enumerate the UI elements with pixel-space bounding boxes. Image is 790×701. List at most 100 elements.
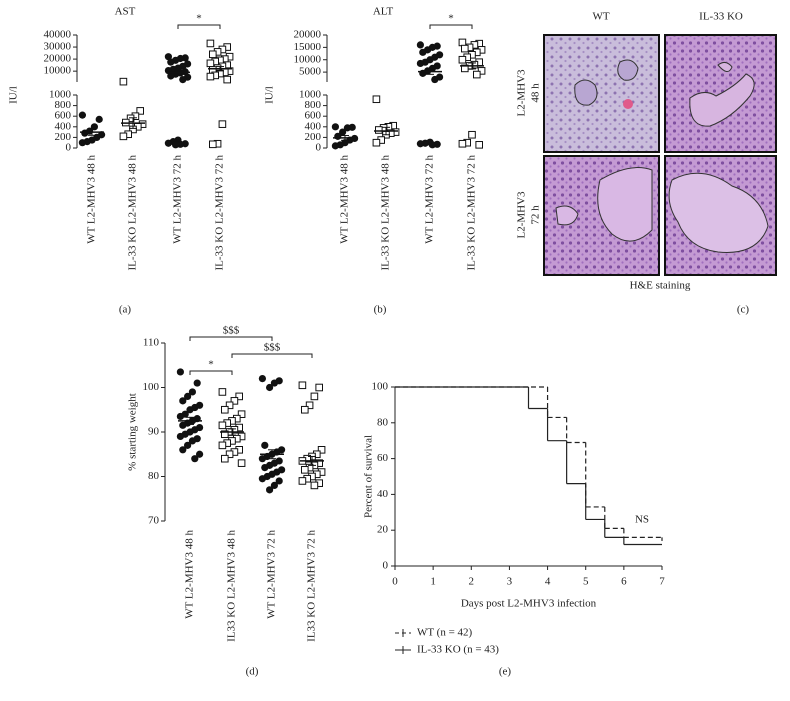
- data-point: [270, 379, 278, 387]
- panel-label: (e): [499, 666, 512, 678]
- data-point: [119, 132, 128, 141]
- x-tick-label: IL33 KO L2-MHV3 72 h: [306, 530, 318, 642]
- data-point: [419, 69, 427, 77]
- significance-label: $$$: [264, 342, 281, 354]
- data-point: [261, 464, 269, 472]
- data-point: [164, 139, 172, 147]
- data-point: [206, 72, 215, 81]
- data-point: [225, 450, 234, 459]
- significance-label: *: [196, 13, 202, 25]
- data-point: [223, 75, 231, 84]
- data-point: [136, 107, 144, 115]
- x-tick-label: IL-33 KO L2-MHV3 72 h: [214, 155, 226, 271]
- chart-title: ALT: [373, 6, 394, 18]
- data-point: [184, 392, 192, 400]
- data-point: [235, 392, 243, 401]
- y-tick-label: 20000: [44, 53, 72, 65]
- y-axis-label: IU/l: [264, 86, 276, 104]
- data-point: [179, 446, 187, 454]
- data-point: [95, 115, 103, 123]
- data-point: [172, 141, 180, 149]
- data-point: [419, 48, 427, 56]
- data-point: [179, 397, 187, 405]
- data-point: [258, 455, 266, 463]
- data-point: [164, 53, 172, 61]
- panel-label: (a): [119, 304, 132, 316]
- x-tick-label: 0: [392, 576, 398, 588]
- data-point: [416, 59, 424, 68]
- column-label: WT: [592, 11, 609, 23]
- data-point: [206, 39, 215, 48]
- chart-title: AST: [115, 6, 136, 18]
- significance-label: $$$: [223, 325, 240, 337]
- data-point: [119, 77, 128, 86]
- x-tick-label: WT L2-MHV3 48 h: [339, 155, 351, 244]
- y-tick-label: 800: [305, 99, 322, 111]
- x-tick-label: IL-33 KO L2-MHV3 48 h: [380, 155, 392, 271]
- y-axis-label: Percent of survival: [363, 435, 375, 518]
- data-point: [416, 140, 424, 148]
- y-tick-label: 20000: [294, 29, 322, 41]
- column-label: IL-33 KO: [699, 11, 743, 23]
- significance-bracket: [189, 370, 233, 375]
- x-tick-label: 1: [430, 576, 436, 588]
- data-point: [266, 486, 274, 494]
- row-label: 72 h: [530, 205, 542, 225]
- panel-label: (d): [246, 666, 259, 678]
- data-point: [475, 141, 483, 149]
- significance-label: *: [448, 13, 454, 25]
- x-tick-label: WT L2-MHV3 72 h: [172, 155, 184, 244]
- data-point: [261, 441, 269, 449]
- x-tick-label: WT L2-MHV3 72 h: [424, 155, 436, 244]
- significance-bracket: [189, 336, 273, 341]
- data-point: [298, 381, 307, 390]
- data-point: [298, 477, 307, 485]
- data-point: [218, 388, 227, 396]
- y-tick-label: 10000: [294, 53, 322, 65]
- data-point: [188, 388, 196, 396]
- significance-bracket: [177, 24, 221, 29]
- data-point: [473, 70, 481, 79]
- x-tick-label: IL-33 KO L2-MHV3 72 h: [466, 155, 478, 271]
- y-tick-label: 40: [377, 488, 389, 500]
- legend-label: WT (n = 42): [417, 627, 473, 639]
- data-point: [343, 124, 351, 132]
- row-label: L2-MHV3: [516, 191, 528, 239]
- data-point: [225, 401, 234, 410]
- data-point: [315, 383, 323, 392]
- necrosis-outline: [574, 59, 639, 106]
- y-tick-label: 15000: [294, 41, 322, 53]
- significance-bracket: [231, 353, 313, 358]
- y-tick-label: 80: [148, 470, 160, 482]
- data-point: [266, 383, 274, 392]
- legend-label: IL-33 KO (n = 43): [417, 644, 499, 656]
- x-tick-label: 2: [469, 576, 475, 588]
- annotation: NS: [635, 514, 649, 526]
- x-tick-label: IL33 KO L2-MHV3 48 h: [226, 530, 238, 642]
- data-point: [221, 430, 229, 439]
- data-point: [221, 405, 229, 414]
- data-point: [461, 44, 469, 53]
- significance-bracket: [429, 24, 473, 29]
- data-point: [416, 41, 424, 49]
- data-point: [230, 397, 239, 405]
- data-point: [375, 126, 383, 134]
- x-axis-label: Days post L2-MHV3 infection: [461, 598, 597, 610]
- data-point: [176, 368, 184, 376]
- data-point: [334, 132, 342, 140]
- y-tick-label: 1000: [49, 89, 72, 101]
- caption: H&E staining: [630, 280, 691, 292]
- data-point: [310, 481, 319, 490]
- y-tick-label: 110: [143, 337, 160, 349]
- x-tick-label: 4: [545, 576, 551, 588]
- y-tick-label: 0: [66, 142, 72, 154]
- histology-image: [543, 34, 660, 153]
- x-tick-label: 7: [659, 576, 665, 588]
- histology-panel: WT IL-33 KO L2-MHV3 48 h L2-MHV3 72 h H&…: [516, 11, 777, 292]
- y-tick-label: 40000: [44, 29, 72, 41]
- data-point: [196, 450, 204, 458]
- data-point: [301, 466, 309, 474]
- data-point: [305, 401, 314, 410]
- panel-label: (b): [374, 304, 387, 316]
